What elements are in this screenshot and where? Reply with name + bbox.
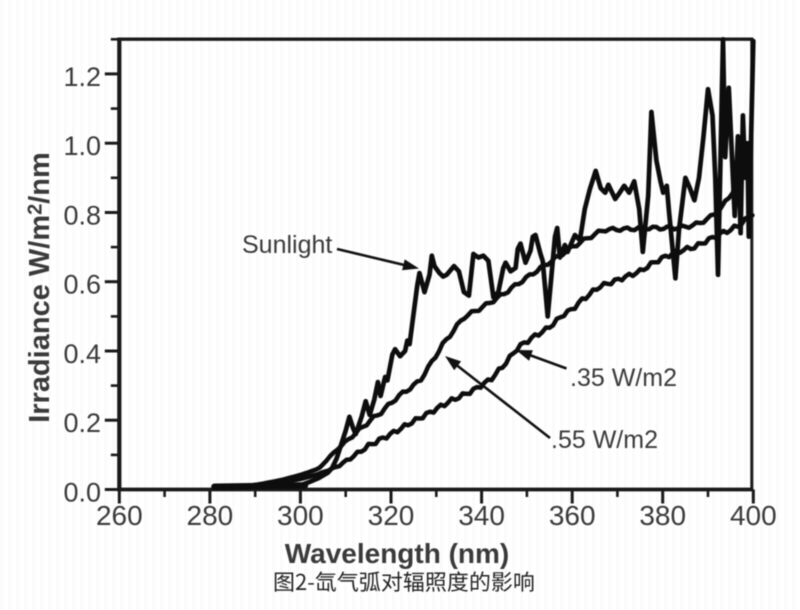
svg-text:300: 300 [277,500,324,531]
svg-text:1.2: 1.2 [63,62,101,92]
svg-text:320: 320 [368,500,415,531]
svg-text:400: 400 [730,500,777,531]
svg-text:380: 380 [639,500,686,531]
svg-text:280: 280 [187,500,234,531]
svg-text:360: 360 [549,500,596,531]
svg-text:.35 W/m2: .35 W/m2 [570,364,677,392]
svg-text:340: 340 [458,500,505,531]
svg-text:1.0: 1.0 [63,131,101,161]
svg-text:Irradiance W/m2/nm: Irradiance W/m2/nm [24,152,56,423]
svg-text:0.8: 0.8 [63,201,101,231]
svg-text:0.6: 0.6 [63,270,101,300]
svg-text:0.4: 0.4 [63,339,101,369]
svg-text:Sunlight: Sunlight [242,231,332,259]
svg-text:Wavelength (nm): Wavelength (nm) [285,538,510,569]
svg-text:.55 W/m2: .55 W/m2 [551,426,658,454]
svg-text:260: 260 [96,500,143,531]
svg-text:0.0: 0.0 [63,478,101,508]
svg-text:0.2: 0.2 [63,408,101,438]
